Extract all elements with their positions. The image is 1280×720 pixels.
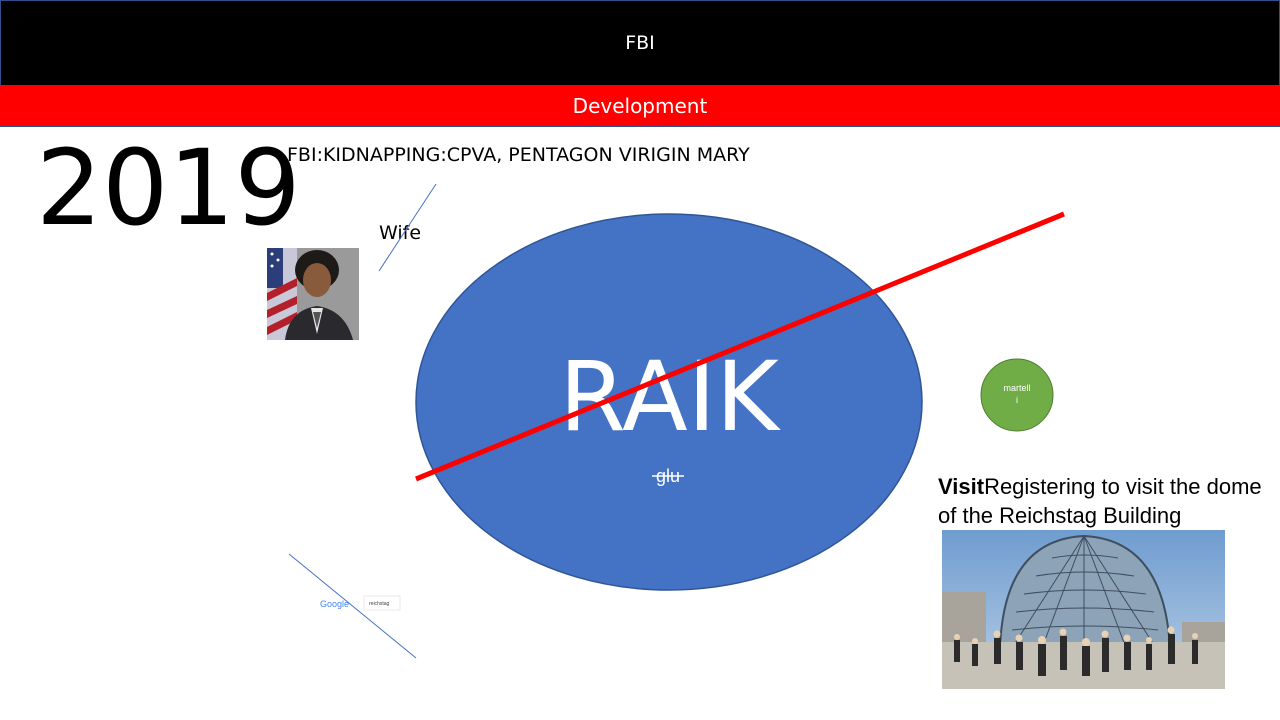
- headline-text: FBI:KIDNAPPING:CPVA, PENTAGON VIRIGIN MA…: [287, 144, 750, 166]
- header-bar: FBI: [0, 0, 1280, 86]
- red-diagonal-strike: [415, 211, 1065, 482]
- visit-bold-label: Visit: [938, 474, 985, 499]
- raik-label: RAIK: [559, 341, 781, 453]
- martelli-label-line1: martell: [1003, 383, 1030, 393]
- portrait-photo: [267, 248, 359, 340]
- martelli-circle: [980, 358, 1054, 432]
- google-search-snippet: Google reichstag: [320, 595, 401, 611]
- subheader-title: Development: [572, 94, 708, 118]
- year-label: 2019: [36, 127, 301, 249]
- martelli-label-line2: i: [1016, 395, 1018, 405]
- visit-line1: Registering to visit the dome: [984, 474, 1262, 499]
- google-search-query: reichstag: [369, 601, 390, 607]
- google-slash-line: [288, 553, 417, 659]
- wife-label: Wife: [379, 222, 422, 244]
- google-search-box: [363, 595, 401, 611]
- subheader-bar: Development: [0, 86, 1280, 127]
- reichstag-dome-photo: [942, 530, 1225, 689]
- visit-line2: of the Reichstag Building: [938, 503, 1182, 528]
- visit-text: VisitRegistering to visit the dome of th…: [938, 472, 1280, 530]
- wife-slash-line: [378, 183, 437, 272]
- google-logo: Google: [320, 599, 349, 609]
- raik-ellipse: [415, 213, 923, 591]
- header-title: FBI: [625, 32, 655, 54]
